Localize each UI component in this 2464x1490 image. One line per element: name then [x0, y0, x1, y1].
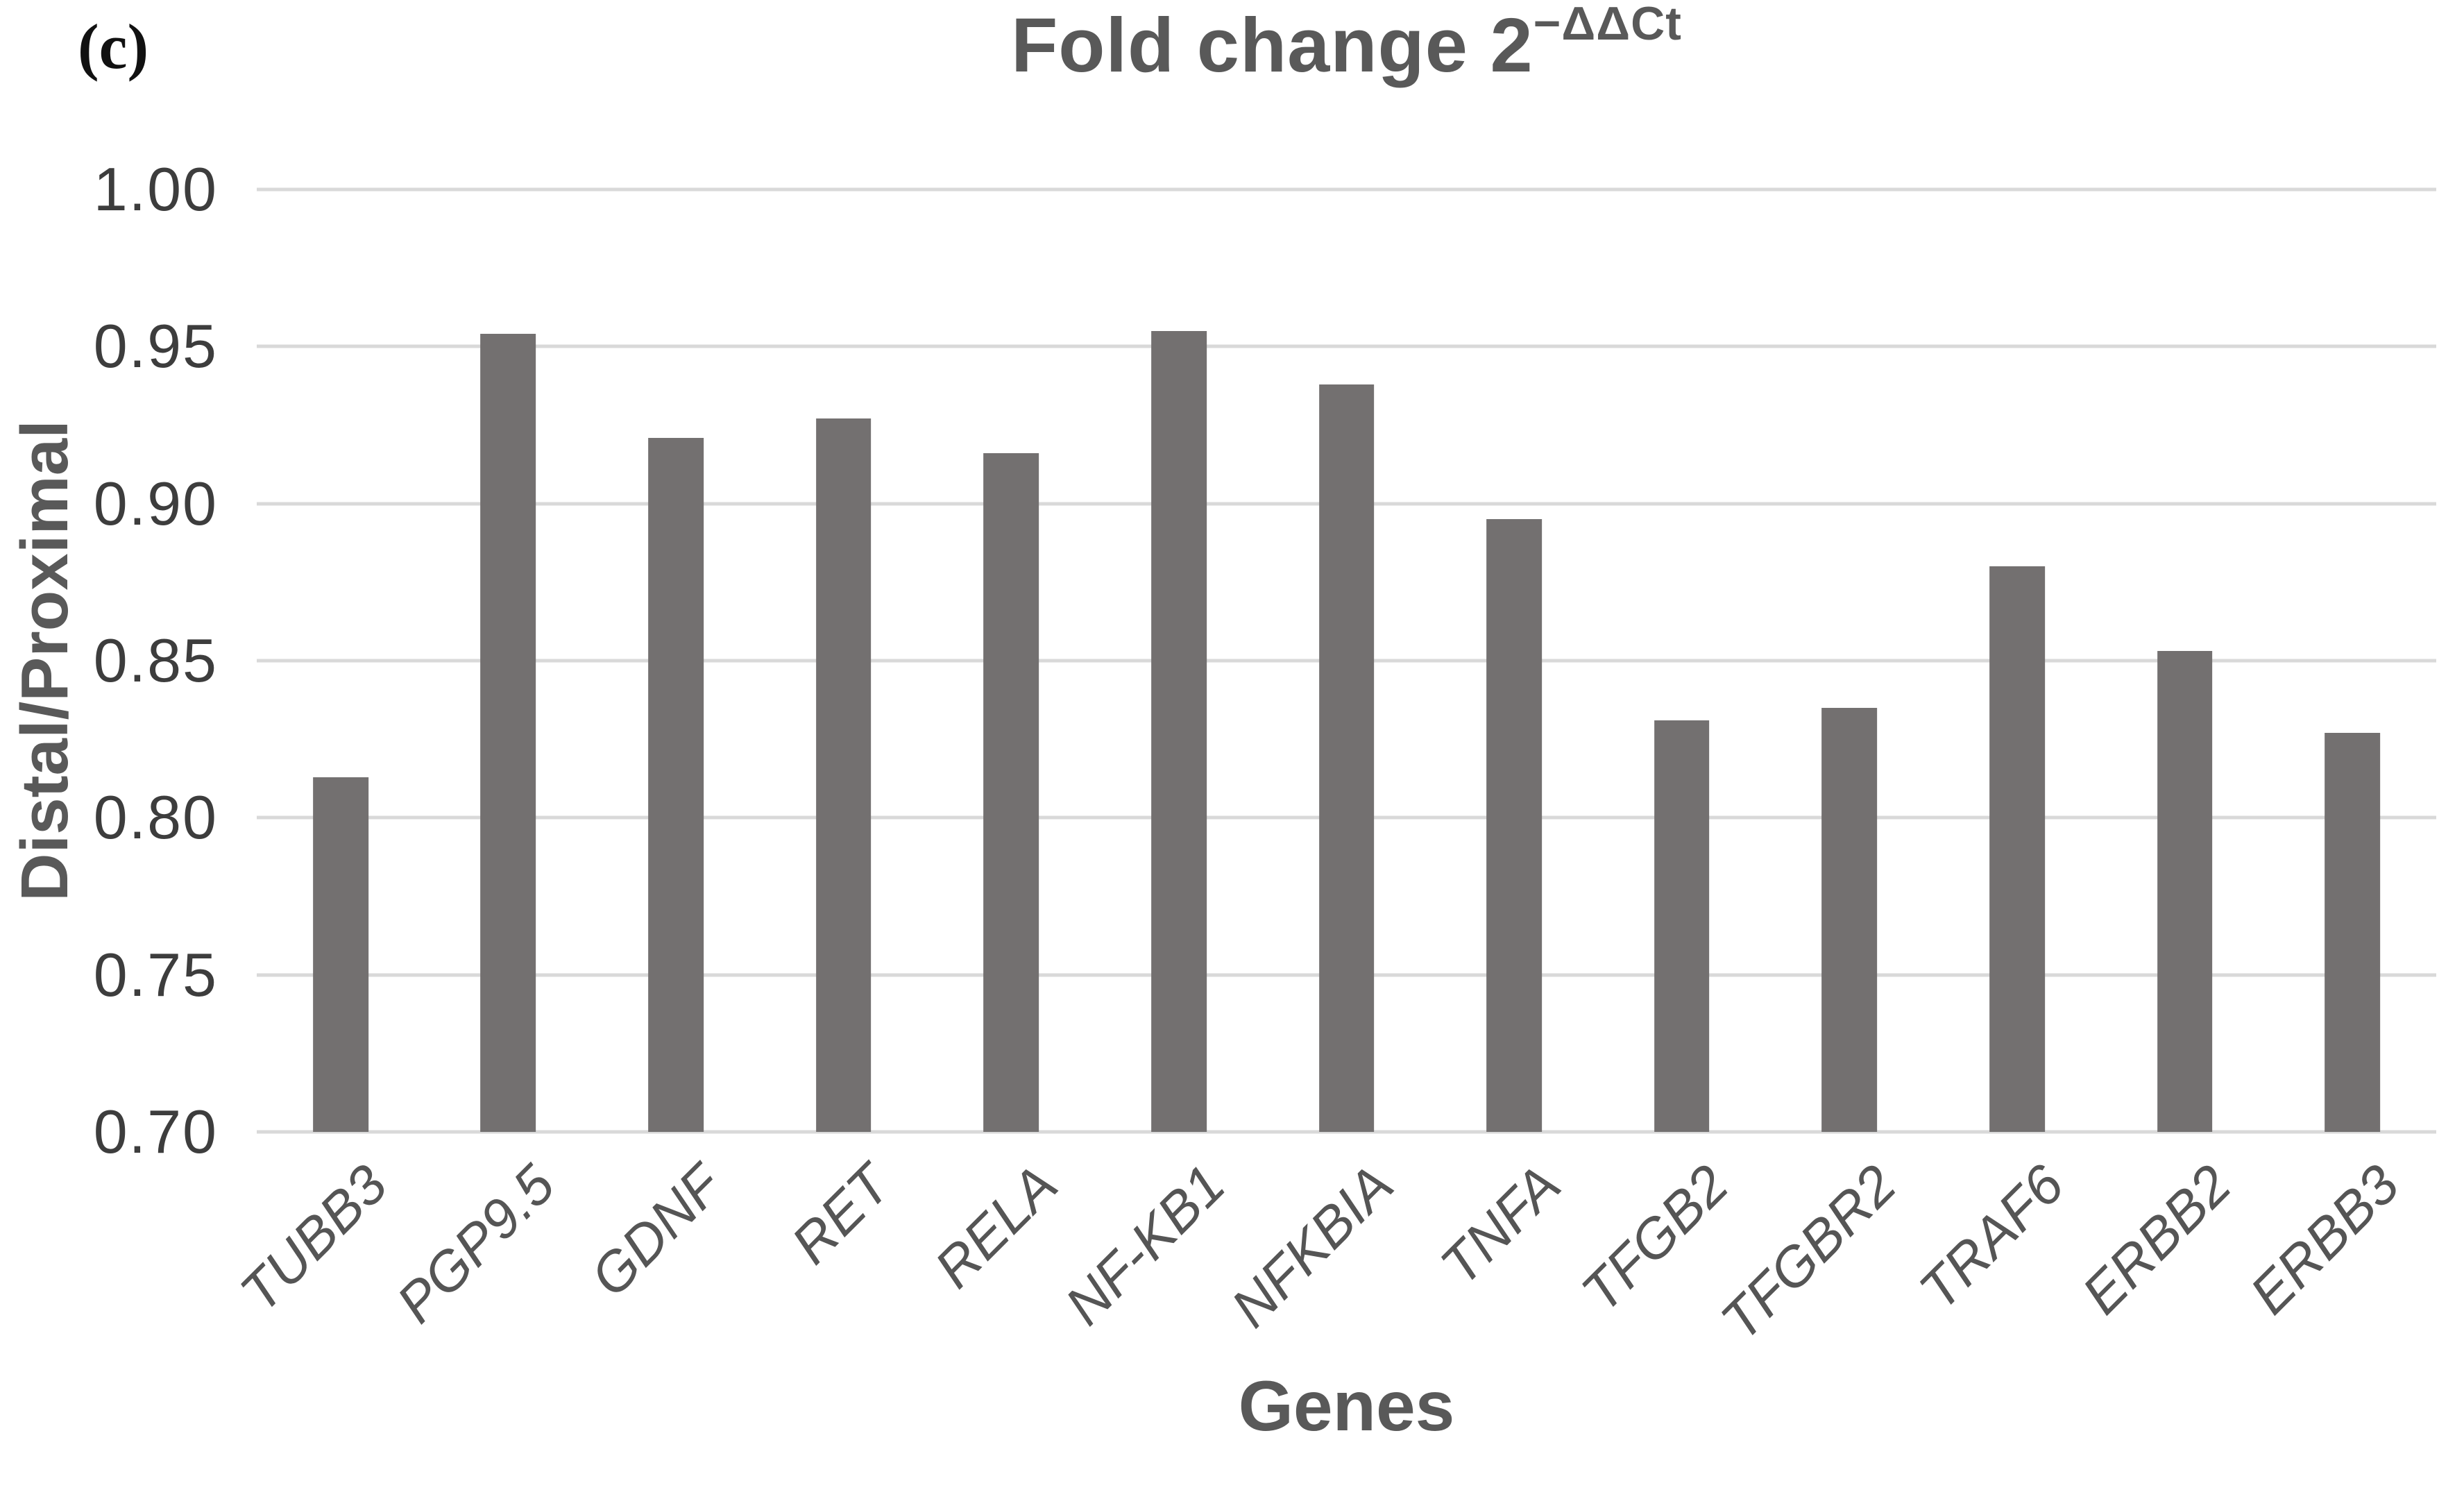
- x-category-label: RELA: [923, 1153, 1069, 1300]
- plot-area: [257, 187, 2436, 1134]
- x-category-labels: TUBB3 PGP9.5 GDNF RET RELA NF-KB1 NFKBIA TNFA TF…: [228, 1132, 2436, 1371]
- x-category-label: TUBB3: [228, 1153, 399, 1323]
- y-tick-label: 1.00: [93, 155, 218, 223]
- bar-NF-KB1: [1151, 330, 1207, 1132]
- bar-RET: [815, 418, 872, 1132]
- y-tick-label: 0.90: [93, 468, 218, 538]
- panel-label: (c): [78, 11, 149, 82]
- x-axis-title: Genes: [1238, 1366, 1455, 1446]
- x-category-label: ERBB2: [2070, 1153, 2243, 1326]
- y-tick-label: 0.85: [93, 626, 218, 695]
- bar-PGP9.5: [480, 334, 536, 1132]
- bar-ERBB2: [2157, 651, 2213, 1132]
- x-category-label: TFGB2: [1570, 1153, 1740, 1323]
- bar-GDNF: [648, 437, 704, 1132]
- chart-title: Fold change 2−ΔΔCt: [257, 0, 2436, 90]
- y-tick-label: 0.75: [93, 940, 218, 1009]
- x-category-label: TNFA: [1429, 1153, 1572, 1297]
- chart-title-exponent: −ΔΔCt: [1533, 0, 1682, 51]
- bar-TNFA: [1486, 519, 1542, 1132]
- x-category-label: PGP9.5: [385, 1153, 567, 1335]
- gridline: [257, 344, 2436, 348]
- x-category-label: NF-KB1: [1053, 1153, 1237, 1337]
- bar-NFKBIA: [1318, 384, 1375, 1132]
- y-tick-label: 0.95: [93, 312, 218, 381]
- y-tick-label: 0.80: [93, 783, 218, 852]
- bar-ERBB3: [2325, 733, 2381, 1132]
- y-tick-labels: 1.00 0.95 0.90 0.85 0.80 0.75 0.70: [0, 155, 237, 1166]
- x-category-label: TRAF6: [1907, 1153, 2075, 1321]
- bar-TFGBR2: [1821, 707, 1878, 1132]
- x-category-label: RET: [779, 1153, 902, 1276]
- bar-TFGB2: [1654, 720, 1710, 1132]
- bar-TRAF6: [1989, 566, 2045, 1132]
- gridline: [257, 1130, 2436, 1134]
- gridline: [257, 187, 2436, 192]
- y-tick-label: 0.70: [93, 1097, 218, 1166]
- x-category-label: ERBB3: [2238, 1153, 2411, 1326]
- bar-RELA: [983, 453, 1039, 1132]
- bar-TUBB3: [312, 777, 368, 1132]
- x-category-label: GDNF: [579, 1153, 734, 1308]
- x-category-label: TFGBR2: [1708, 1153, 1908, 1352]
- x-category-label: NFKBIA: [1218, 1153, 1405, 1339]
- chart-title-base: Fold change 2: [1011, 3, 1533, 88]
